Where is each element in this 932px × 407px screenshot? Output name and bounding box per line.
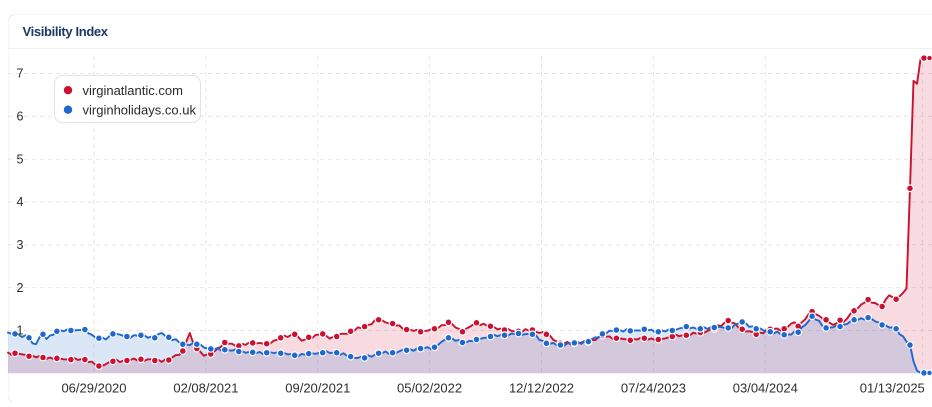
svg-text:virginatlantic.com: virginatlantic.com — [83, 83, 183, 98]
svg-text:07/24/2023: 07/24/2023 — [621, 381, 686, 396]
svg-text:3: 3 — [17, 238, 24, 252]
svg-text:01/13/2025: 01/13/2025 — [860, 381, 925, 396]
svg-text:7: 7 — [17, 67, 24, 81]
svg-text:12/12/2022: 12/12/2022 — [509, 381, 574, 396]
svg-text:virginholidays.co.uk: virginholidays.co.uk — [83, 103, 197, 118]
svg-text:1: 1 — [17, 324, 24, 338]
svg-text:2: 2 — [17, 281, 24, 295]
svg-text:Visibility Index: Visibility Index — [23, 24, 109, 39]
svg-text:05/02/2022: 05/02/2022 — [397, 381, 462, 396]
svg-text:06/29/2020: 06/29/2020 — [61, 381, 126, 396]
svg-text:6: 6 — [17, 110, 24, 124]
svg-text:09/20/2021: 09/20/2021 — [285, 381, 350, 396]
svg-text:4: 4 — [17, 195, 24, 209]
svg-text:5: 5 — [17, 152, 24, 166]
svg-text:03/04/2024: 03/04/2024 — [733, 381, 798, 396]
svg-text:02/08/2021: 02/08/2021 — [173, 381, 238, 396]
